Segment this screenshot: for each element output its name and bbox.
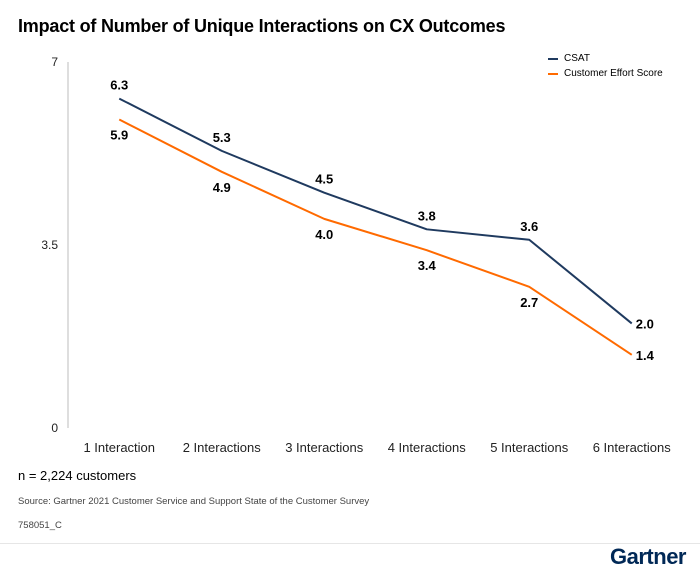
series-line-csat	[118, 97, 633, 325]
x-tick-label: 6 Interactions	[593, 440, 672, 455]
figure-code: 758051_C	[18, 520, 62, 531]
line-chart: 0 3.5 7 1 Interaction 2 Interactions 3 Intera…	[41, 55, 672, 455]
legend-item-ces: Customer Effort Score	[548, 66, 663, 81]
x-tick-label: 4 Interactions	[388, 440, 467, 455]
data-label: 6.3	[110, 78, 128, 93]
data-label: 5.9	[110, 128, 128, 143]
series-line-ces	[118, 118, 633, 356]
legend-swatch-ces	[548, 72, 558, 75]
brand-logo: Gartner	[610, 544, 686, 569]
data-label: 1.4	[636, 348, 655, 363]
x-tick-label: 3 Interactions	[285, 440, 364, 455]
y-tick-label: 0	[51, 421, 58, 435]
legend-swatch-csat	[548, 57, 558, 60]
data-label: 4.9	[213, 180, 231, 195]
data-label: 3.6	[520, 219, 538, 234]
data-label: 4.0	[315, 227, 333, 242]
data-label: 2.0	[636, 316, 654, 331]
data-label: 5.3	[213, 130, 231, 145]
y-tick-label: 3.5	[41, 238, 58, 252]
legend-label-ces: Customer Effort Score	[564, 68, 663, 79]
source-note: Source: Gartner 2021 Customer Service an…	[18, 496, 370, 507]
x-tick-label: 2 Interactions	[183, 440, 262, 455]
x-tick-label: 1 Interaction	[83, 440, 155, 455]
y-tick-label: 7	[51, 55, 58, 69]
data-label: 3.4	[418, 258, 437, 273]
x-tick-label: 5 Interactions	[490, 440, 569, 455]
data-label: 4.5	[315, 172, 333, 187]
data-label: 2.7	[520, 295, 538, 310]
data-label: 3.8	[418, 208, 436, 223]
chart-title: Impact of Number of Unique Interactions …	[18, 16, 506, 36]
footer-divider	[0, 543, 700, 544]
legend-item-csat: CSAT	[548, 51, 663, 66]
legend-label-csat: CSAT	[564, 53, 590, 64]
sample-size-note: n = 2,224 customers	[18, 468, 137, 483]
legend: CSAT Customer Effort Score	[548, 51, 663, 81]
